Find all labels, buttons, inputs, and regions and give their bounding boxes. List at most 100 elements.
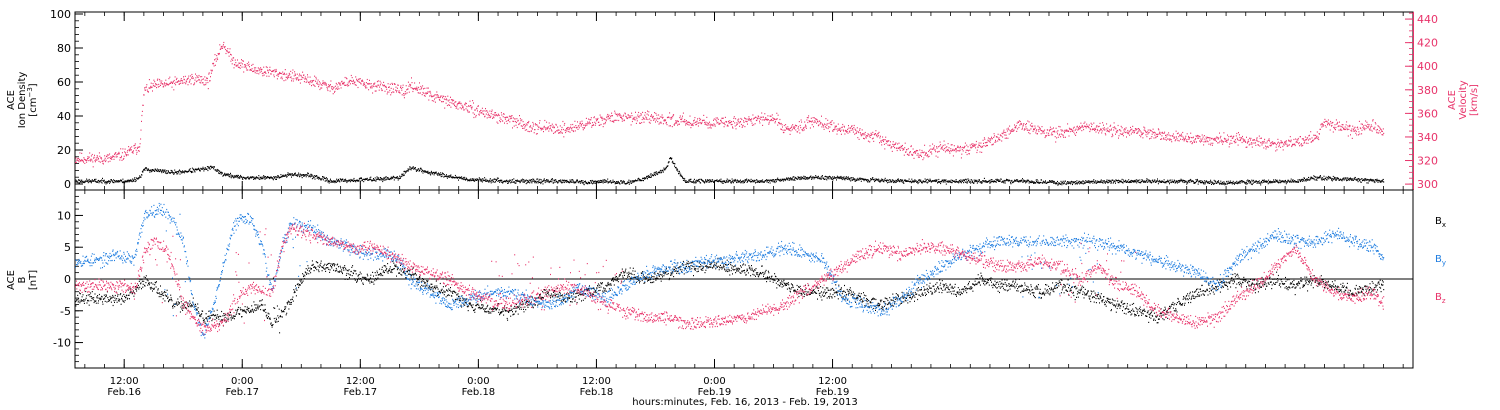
- data-point: [720, 178, 722, 180]
- data-point: [465, 102, 466, 104]
- data-point: [685, 124, 687, 126]
- data-point: [856, 179, 858, 181]
- data-point: [566, 181, 567, 183]
- data-point: [473, 113, 475, 115]
- data-point: [820, 178, 822, 180]
- data-point: [351, 80, 353, 82]
- data-point: [738, 180, 740, 182]
- data-point: [648, 176, 650, 178]
- data-point: [682, 115, 683, 117]
- data-point: [810, 117, 812, 119]
- data-point: [314, 75, 316, 77]
- data-point: [1169, 139, 1170, 141]
- data-point: [859, 178, 861, 180]
- data-point: [1135, 128, 1137, 130]
- data-point: [932, 143, 934, 145]
- data-point: [674, 122, 676, 124]
- data-point: [117, 153, 119, 155]
- data-point: [615, 119, 617, 121]
- data-point: [353, 83, 355, 85]
- data-point: [515, 180, 517, 182]
- data-point: [766, 179, 768, 181]
- data-point: [1024, 128, 1026, 130]
- data-point: [1161, 135, 1163, 137]
- data-point: [551, 181, 553, 183]
- data-point: [860, 135, 862, 137]
- data-point: [465, 178, 467, 180]
- data-point: [191, 77, 192, 79]
- data-point: [948, 147, 950, 149]
- data-point: [317, 176, 319, 178]
- data-point: [160, 82, 162, 84]
- data-point: [611, 112, 613, 114]
- data-point: [1208, 137, 1210, 139]
- data-point: [946, 146, 948, 148]
- data-point: [374, 177, 376, 179]
- data-point: [662, 169, 664, 171]
- data-point: [83, 158, 85, 160]
- data-point: [588, 118, 590, 120]
- data-point: [1252, 142, 1254, 144]
- data-point: [914, 179, 916, 181]
- data-point: [782, 129, 784, 131]
- data-point: [274, 69, 276, 71]
- data-point: [190, 83, 192, 85]
- data-point: [543, 178, 545, 180]
- data-point: [202, 82, 204, 84]
- data-point: [925, 152, 927, 154]
- data-point: [738, 118, 740, 120]
- data-point: [688, 181, 690, 183]
- data-point: [578, 127, 580, 129]
- data-point: [351, 77, 353, 79]
- data-point: [1227, 138, 1229, 140]
- data-point: [457, 177, 459, 179]
- data-point: [252, 176, 254, 178]
- data-point: [402, 84, 404, 86]
- data-point: [791, 177, 793, 179]
- data-point: [716, 179, 718, 181]
- data-point: [810, 175, 812, 177]
- data-point: [103, 159, 105, 161]
- data-point: [617, 180, 619, 183]
- data-point: [362, 80, 364, 82]
- data-point: [553, 132, 555, 134]
- data-point: [140, 176, 142, 178]
- data-point: [651, 115, 653, 117]
- data-point: [336, 178, 338, 180]
- data-point: [418, 170, 420, 172]
- data-point: [542, 180, 544, 182]
- data-point: [841, 126, 843, 128]
- data-point: [1057, 130, 1059, 132]
- data-point: [1139, 130, 1141, 132]
- data-point: [127, 179, 129, 181]
- data-point: [239, 62, 241, 64]
- data-point: [268, 177, 270, 180]
- data-point: [431, 173, 433, 175]
- data-point: [660, 169, 662, 171]
- data-point: [570, 180, 572, 182]
- data-point: [376, 178, 378, 180]
- data-point: [141, 120, 142, 122]
- data-point: [653, 118, 655, 120]
- data-point: [1149, 129, 1151, 131]
- data-point: [523, 127, 525, 129]
- data-point: [910, 182, 912, 184]
- data-point: [417, 88, 419, 90]
- data-point: [76, 159, 78, 161]
- data-point: [103, 180, 105, 182]
- data-point: [305, 174, 307, 176]
- data-point: [823, 128, 825, 130]
- data-point: [1367, 123, 1369, 125]
- data-point: [794, 179, 796, 181]
- data-point: [957, 145, 959, 147]
- data-point: [292, 69, 294, 71]
- data-point: [514, 118, 516, 120]
- data-point: [182, 82, 184, 84]
- data-point: [703, 114, 705, 116]
- data-point: [537, 128, 539, 130]
- data-point: [735, 118, 737, 120]
- data-point: [759, 181, 761, 183]
- data-point: [1003, 131, 1005, 133]
- data-point: [523, 181, 525, 183]
- data-point: [289, 173, 291, 175]
